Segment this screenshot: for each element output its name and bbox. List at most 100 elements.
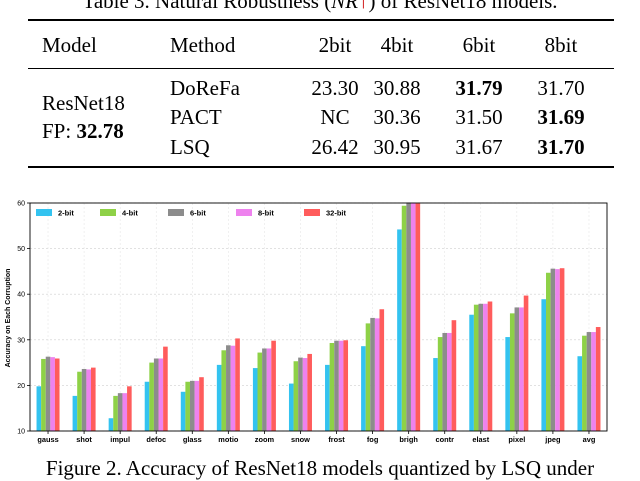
caption-prefix: Table 3. Natural Robustness ( — [82, 0, 332, 13]
bar — [252, 368, 258, 431]
y-axis-label: Accuracy on Each Corruption — [5, 269, 12, 368]
row-value-6bit: 31.67 — [455, 135, 503, 159]
bar — [45, 356, 51, 431]
x-tick-label: pixel — [508, 435, 525, 444]
legend-label: 4-bit — [122, 209, 138, 218]
legend-swatch — [236, 209, 252, 216]
x-tick-label: contr — [435, 435, 454, 444]
x-tick-label: zoom — [255, 435, 275, 444]
x-tick-label: brigh — [399, 435, 418, 444]
bar — [36, 386, 42, 431]
bar — [293, 361, 299, 431]
bar — [555, 269, 560, 431]
bar — [50, 357, 55, 431]
row-method: PACT — [170, 105, 222, 129]
legend-label: 2-bit — [58, 209, 74, 218]
row-value-6bit: 31.79 — [455, 76, 503, 100]
x-tick-label: impul — [110, 435, 130, 444]
bar — [262, 348, 267, 431]
bar — [334, 340, 339, 431]
row-value-4bit: 30.36 — [373, 105, 421, 129]
bar — [298, 357, 303, 431]
chart-background — [0, 195, 640, 450]
bar — [54, 358, 60, 431]
bar — [478, 303, 484, 431]
bar — [401, 205, 407, 431]
x-tick-label: shot — [76, 435, 92, 444]
bar — [509, 313, 515, 431]
bar — [271, 340, 276, 431]
bar — [473, 304, 479, 431]
bar — [325, 364, 330, 431]
x-tick-label: avg — [583, 435, 596, 444]
bar — [586, 332, 592, 431]
bar — [144, 381, 150, 431]
bar — [199, 377, 204, 431]
bar — [546, 272, 551, 431]
y-tick-label: 40 — [17, 292, 25, 299]
bar — [487, 301, 493, 431]
row-value-8bit: 31.70 — [537, 76, 585, 100]
bar — [338, 340, 344, 431]
bar — [451, 320, 457, 431]
model-name: ResNet18 — [42, 91, 125, 115]
bar — [370, 317, 375, 431]
legend-swatch — [36, 209, 52, 216]
bar — [505, 337, 510, 431]
bar — [230, 345, 236, 431]
bar — [163, 346, 168, 431]
y-tick-label: 60 — [17, 201, 25, 208]
bar — [90, 367, 96, 431]
bar — [437, 337, 443, 431]
header-2bit: 2bit — [318, 33, 352, 57]
header-4bit: 4bit — [380, 33, 414, 57]
row-value-4bit: 30.88 — [373, 76, 421, 100]
plot-frame — [29, 202, 608, 432]
bar — [216, 364, 222, 431]
x-tick-label: motio — [218, 435, 239, 444]
y-tick-label: 10 — [17, 429, 25, 436]
bar — [415, 203, 421, 431]
bar — [221, 350, 227, 431]
figure-caption: Figure 2. Accuracy of ResNet18 models qu… — [45, 456, 595, 480]
bar — [108, 418, 114, 431]
y-tick-label: 20 — [17, 383, 25, 390]
bar — [307, 353, 312, 431]
bar — [343, 340, 349, 431]
bar — [127, 386, 132, 431]
header-8bit: 8bit — [544, 33, 578, 57]
row-value-8bit: 31.69 — [537, 105, 585, 129]
bar — [185, 381, 190, 431]
bar — [149, 362, 154, 431]
x-tick-label: gauss — [37, 435, 58, 444]
bar — [266, 348, 272, 431]
row-value-2bit: NC — [320, 105, 350, 129]
fp-label: FP: — [42, 119, 77, 143]
bar — [365, 323, 371, 431]
axis-layer: 10 20 30 40 50 60 gauss shot impul defoc glass moti… — [17, 201, 608, 444]
bar — [469, 314, 474, 431]
bar — [72, 395, 78, 431]
bar — [361, 346, 366, 431]
x-tick-label: elast — [472, 435, 489, 444]
row-value-2bit: 26.42 — [311, 135, 359, 159]
header-method: Method — [170, 33, 236, 57]
bar — [158, 358, 164, 431]
bar — [595, 327, 601, 431]
legend-layer: 2-bit 4-bit 6-bit 8-bit 32-bit — [36, 209, 347, 218]
bar — [577, 356, 583, 431]
caption-suffix: ) of ResNet18 models. — [368, 0, 558, 13]
row-value-6bit: 31.50 — [455, 105, 503, 129]
bar — [86, 369, 91, 431]
legend-label: 6-bit — [190, 209, 206, 218]
bar — [379, 309, 385, 431]
table-top-rule — [28, 19, 614, 21]
bar — [189, 380, 195, 431]
bar — [226, 345, 231, 431]
x-tick-label: glass — [183, 435, 202, 444]
bar — [442, 332, 448, 431]
row-method: LSQ — [170, 135, 210, 159]
caption-arrow: ↑ — [358, 0, 369, 13]
bar — [374, 318, 380, 431]
bar — [81, 368, 87, 431]
